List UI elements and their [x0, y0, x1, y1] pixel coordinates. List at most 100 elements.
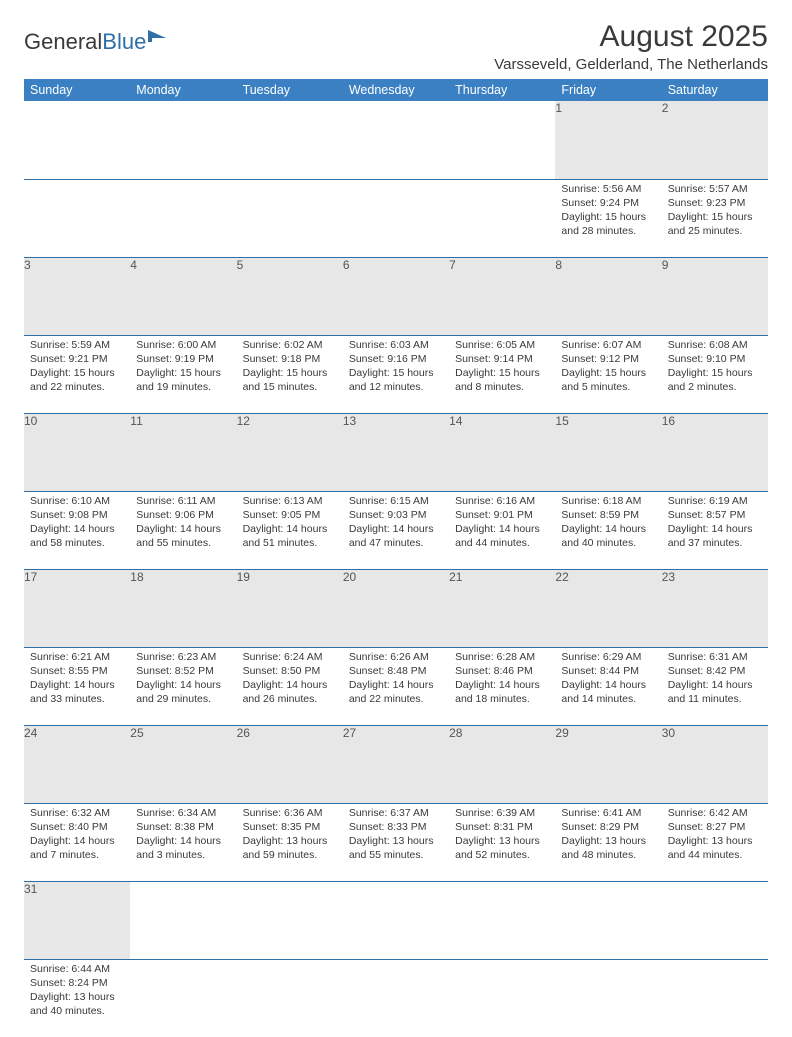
- day-cell: [237, 959, 343, 1037]
- daylight-text: Daylight: 15 hours and 12 minutes.: [349, 366, 443, 394]
- sunrise-text: Sunrise: 6:37 AM: [349, 806, 443, 820]
- sunset-text: Sunset: 9:05 PM: [243, 508, 337, 522]
- day-number: 5: [237, 257, 343, 335]
- day-cell: [343, 959, 449, 1037]
- daylight-text: Daylight: 14 hours and 26 minutes.: [243, 678, 337, 706]
- day-number: [343, 101, 449, 179]
- sunset-text: Sunset: 8:27 PM: [668, 820, 762, 834]
- sunset-text: Sunset: 9:12 PM: [561, 352, 655, 366]
- day-cell: Sunrise: 6:42 AMSunset: 8:27 PMDaylight:…: [662, 803, 768, 881]
- day-number: 31: [24, 881, 130, 959]
- sunrise-text: Sunrise: 6:36 AM: [243, 806, 337, 820]
- sunset-text: Sunset: 8:59 PM: [561, 508, 655, 522]
- day-number: [24, 101, 130, 179]
- day-cell: Sunrise: 6:10 AMSunset: 9:08 PMDaylight:…: [24, 491, 130, 569]
- day-cell: Sunrise: 6:18 AMSunset: 8:59 PMDaylight:…: [555, 491, 661, 569]
- day-cell: Sunrise: 6:05 AMSunset: 9:14 PMDaylight:…: [449, 335, 555, 413]
- day-cell: [237, 179, 343, 257]
- day-number: [449, 101, 555, 179]
- page-title: August 2025: [494, 20, 768, 54]
- sunset-text: Sunset: 8:48 PM: [349, 664, 443, 678]
- day-content-row: Sunrise: 5:56 AMSunset: 9:24 PMDaylight:…: [24, 179, 768, 257]
- day-number: 15: [555, 413, 661, 491]
- weekday-header: Wednesday: [343, 79, 449, 101]
- sunset-text: Sunset: 9:10 PM: [668, 352, 762, 366]
- day-cell: Sunrise: 6:08 AMSunset: 9:10 PMDaylight:…: [662, 335, 768, 413]
- sunset-text: Sunset: 9:03 PM: [349, 508, 443, 522]
- logo: GeneralBlue: [24, 28, 170, 56]
- day-cell: Sunrise: 6:31 AMSunset: 8:42 PMDaylight:…: [662, 647, 768, 725]
- day-cell: Sunrise: 6:24 AMSunset: 8:50 PMDaylight:…: [237, 647, 343, 725]
- daylight-text: Daylight: 14 hours and 7 minutes.: [30, 834, 124, 862]
- sunset-text: Sunset: 8:38 PM: [136, 820, 230, 834]
- daylight-text: Daylight: 15 hours and 5 minutes.: [561, 366, 655, 394]
- sunset-text: Sunset: 8:44 PM: [561, 664, 655, 678]
- day-number: [449, 881, 555, 959]
- daylight-text: Daylight: 15 hours and 28 minutes.: [561, 210, 655, 238]
- daylight-text: Daylight: 14 hours and 58 minutes.: [30, 522, 124, 550]
- day-cell: Sunrise: 6:44 AMSunset: 8:24 PMDaylight:…: [24, 959, 130, 1037]
- day-number: 18: [130, 569, 236, 647]
- sunrise-text: Sunrise: 5:57 AM: [668, 182, 762, 196]
- day-number: 21: [449, 569, 555, 647]
- sunrise-text: Sunrise: 6:15 AM: [349, 494, 443, 508]
- day-number: 12: [237, 413, 343, 491]
- sunrise-text: Sunrise: 6:18 AM: [561, 494, 655, 508]
- day-cell: Sunrise: 6:39 AMSunset: 8:31 PMDaylight:…: [449, 803, 555, 881]
- sunrise-text: Sunrise: 6:10 AM: [30, 494, 124, 508]
- sunset-text: Sunset: 8:40 PM: [30, 820, 124, 834]
- sunrise-text: Sunrise: 6:29 AM: [561, 650, 655, 664]
- sunset-text: Sunset: 8:33 PM: [349, 820, 443, 834]
- daylight-text: Daylight: 13 hours and 48 minutes.: [561, 834, 655, 862]
- daylight-text: Daylight: 15 hours and 8 minutes.: [455, 366, 549, 394]
- day-number: 10: [24, 413, 130, 491]
- daylight-text: Daylight: 14 hours and 55 minutes.: [136, 522, 230, 550]
- sunrise-text: Sunrise: 6:32 AM: [30, 806, 124, 820]
- calendar-table: SundayMondayTuesdayWednesdayThursdayFrid…: [24, 79, 768, 1037]
- sunrise-text: Sunrise: 6:05 AM: [455, 338, 549, 352]
- daylight-text: Daylight: 15 hours and 22 minutes.: [30, 366, 124, 394]
- sunset-text: Sunset: 9:01 PM: [455, 508, 549, 522]
- day-number: 14: [449, 413, 555, 491]
- location: Varsseveld, Gelderland, The Netherlands: [494, 56, 768, 73]
- day-number: 25: [130, 725, 236, 803]
- sunrise-text: Sunrise: 6:34 AM: [136, 806, 230, 820]
- title-block: August 2025 Varsseveld, Gelderland, The …: [494, 20, 768, 73]
- sunrise-text: Sunrise: 6:44 AM: [30, 962, 124, 976]
- day-number: 29: [555, 725, 661, 803]
- day-number: 2: [662, 101, 768, 179]
- sunrise-text: Sunrise: 6:26 AM: [349, 650, 443, 664]
- day-number: 27: [343, 725, 449, 803]
- day-number: 4: [130, 257, 236, 335]
- sunset-text: Sunset: 8:24 PM: [30, 976, 124, 990]
- sunset-text: Sunset: 8:46 PM: [455, 664, 549, 678]
- weekday-header-row: SundayMondayTuesdayWednesdayThursdayFrid…: [24, 79, 768, 101]
- day-cell: Sunrise: 6:41 AMSunset: 8:29 PMDaylight:…: [555, 803, 661, 881]
- weekday-header: Monday: [130, 79, 236, 101]
- sunset-text: Sunset: 9:16 PM: [349, 352, 443, 366]
- day-cell: Sunrise: 6:02 AMSunset: 9:18 PMDaylight:…: [237, 335, 343, 413]
- weekday-header: Tuesday: [237, 79, 343, 101]
- sunset-text: Sunset: 8:42 PM: [668, 664, 762, 678]
- day-number: [555, 881, 661, 959]
- day-number: 20: [343, 569, 449, 647]
- daylight-text: Daylight: 14 hours and 40 minutes.: [561, 522, 655, 550]
- sunset-text: Sunset: 8:55 PM: [30, 664, 124, 678]
- sunrise-text: Sunrise: 6:39 AM: [455, 806, 549, 820]
- daylight-text: Daylight: 13 hours and 55 minutes.: [349, 834, 443, 862]
- day-number: 13: [343, 413, 449, 491]
- day-content-row: Sunrise: 6:32 AMSunset: 8:40 PMDaylight:…: [24, 803, 768, 881]
- sunset-text: Sunset: 9:18 PM: [243, 352, 337, 366]
- weekday-header: Thursday: [449, 79, 555, 101]
- sunrise-text: Sunrise: 6:41 AM: [561, 806, 655, 820]
- sunrise-text: Sunrise: 6:13 AM: [243, 494, 337, 508]
- day-cell: Sunrise: 6:16 AMSunset: 9:01 PMDaylight:…: [449, 491, 555, 569]
- daylight-text: Daylight: 14 hours and 51 minutes.: [243, 522, 337, 550]
- day-content-row: Sunrise: 6:21 AMSunset: 8:55 PMDaylight:…: [24, 647, 768, 725]
- day-number: 24: [24, 725, 130, 803]
- day-number: 7: [449, 257, 555, 335]
- sunrise-text: Sunrise: 6:07 AM: [561, 338, 655, 352]
- day-cell: Sunrise: 6:11 AMSunset: 9:06 PMDaylight:…: [130, 491, 236, 569]
- sunrise-text: Sunrise: 5:56 AM: [561, 182, 655, 196]
- daylight-text: Daylight: 15 hours and 15 minutes.: [243, 366, 337, 394]
